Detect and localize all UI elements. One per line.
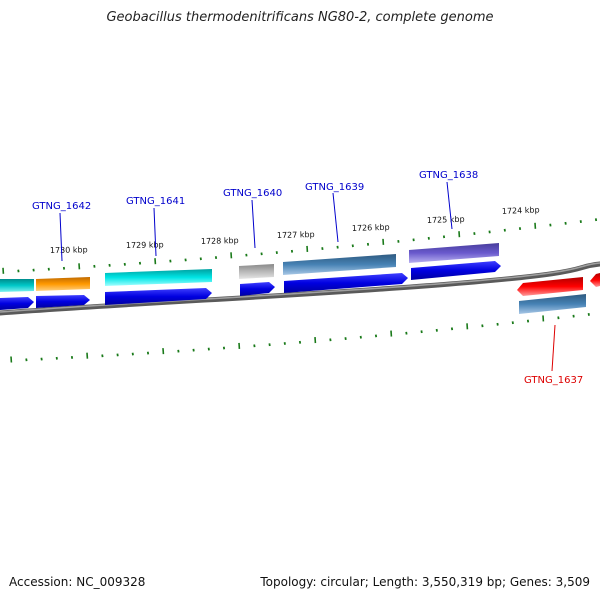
- cds-arrow: [105, 288, 212, 305]
- scale-label: 1730 kbp: [50, 245, 88, 255]
- gene-label[interactable]: GTNG_1637: [524, 375, 583, 386]
- genome-summary-text: Topology: circular; Length: 3,550,319 bp…: [260, 575, 590, 589]
- feature-orange: [36, 277, 90, 291]
- gene-label[interactable]: GTNG_1638: [419, 170, 478, 181]
- cds-arrow-reverse: [590, 273, 600, 287]
- forward-features: [0, 243, 499, 292]
- feature-steel-reverse: [519, 294, 586, 314]
- feature-gray: [239, 264, 274, 279]
- accession-text: Accession: NC_009328: [9, 575, 146, 589]
- cds-arrow: [36, 295, 90, 308]
- map-title: Geobacillus thermodenitrificans NG80-2, …: [106, 10, 494, 25]
- scale-ticks-inner: [10, 312, 590, 363]
- scale-label: 1728 kbp: [201, 236, 239, 246]
- gene-label[interactable]: GTNG_1640: [223, 188, 282, 199]
- feature-steel: [283, 254, 396, 275]
- scale-label: 1724 kbp: [502, 205, 540, 216]
- gene-labels: GTNG_1642 GTNG_1641 GTNG_1640 GTNG_1639 …: [32, 170, 583, 386]
- label-leaders: [59, 181, 556, 372]
- cds-arrow: [411, 261, 501, 280]
- cds-arrow: [284, 273, 408, 293]
- gene-label[interactable]: GTNG_1641: [126, 196, 185, 207]
- scale-ticks-outer: [2, 218, 598, 274]
- scale-label: 1725 kbp: [427, 215, 465, 225]
- feature-teal: [0, 279, 34, 292]
- feature-cyan: [105, 269, 212, 286]
- forward-cds-arrows: [0, 261, 501, 310]
- cds-arrow: [0, 297, 34, 310]
- reverse-features: [517, 273, 600, 314]
- cds-arrow-reverse: [517, 277, 583, 296]
- scale-labels: 1730 kbp 1729 kbp 1728 kbp 1727 kbp 1726…: [50, 205, 540, 255]
- feature-slate: [409, 243, 499, 263]
- genome-backbone: [0, 261, 600, 316]
- scale-label: 1727 kbp: [277, 230, 315, 240]
- cds-arrow: [240, 282, 275, 296]
- gene-label[interactable]: GTNG_1639: [305, 182, 364, 193]
- gene-label[interactable]: GTNG_1642: [32, 201, 91, 212]
- scale-label: 1726 kbp: [352, 223, 390, 233]
- scale-label: 1729 kbp: [126, 240, 164, 250]
